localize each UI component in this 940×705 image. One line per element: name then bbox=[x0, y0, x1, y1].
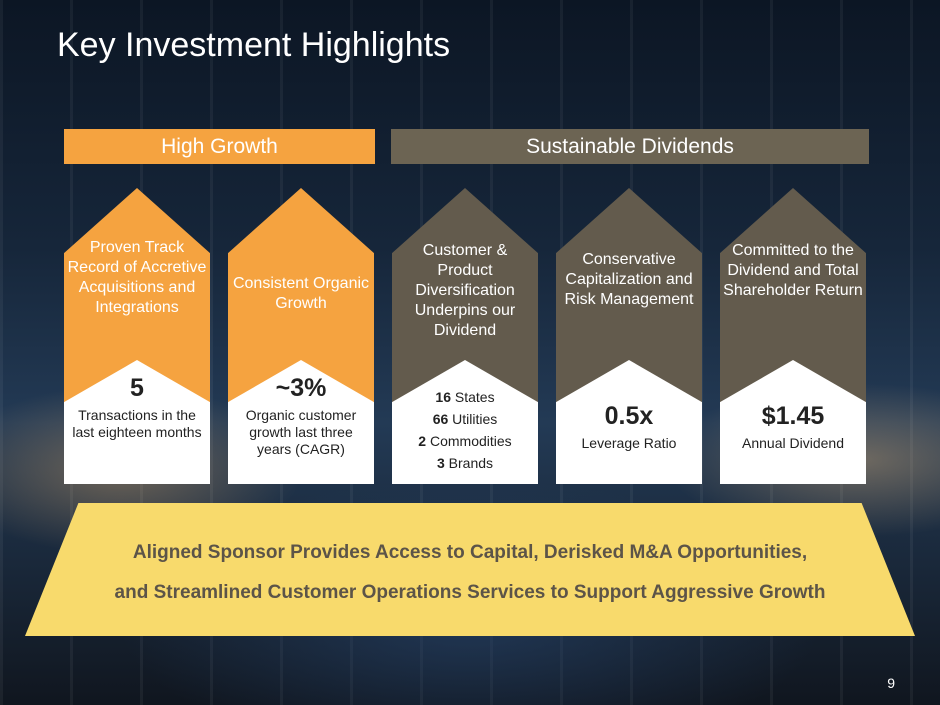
page-number: 9 bbox=[887, 675, 895, 691]
column-stat: 5 bbox=[130, 374, 144, 402]
stat-line-states: 16 States bbox=[435, 389, 495, 405]
column-headline: Customer & Product Diversification Under… bbox=[414, 242, 516, 339]
stat-line-commodities: 2 Commodities bbox=[418, 433, 512, 449]
stat-line-utilities: 66 Utilities bbox=[432, 411, 498, 427]
highlight-column-acquisitions: Proven Track Record of Accretive Acquisi… bbox=[64, 188, 210, 484]
column-stat: 0.5x bbox=[604, 402, 654, 430]
column-stat: ~3% bbox=[275, 374, 327, 402]
sustainable-dividends-banner: Sustainable Dividends bbox=[391, 129, 869, 164]
slide-title: Key Investment Highlights bbox=[57, 26, 451, 64]
sponsor-callout-line1: Aligned Sponsor Provides Access to Capit… bbox=[132, 542, 808, 563]
column-headline: Consistent Organic Growth bbox=[232, 275, 370, 312]
sponsor-callout-line2: and Streamlined Customer Operations Serv… bbox=[114, 582, 826, 603]
highlight-column-diversification: Customer & Product Diversification Under… bbox=[392, 188, 538, 484]
high-growth-banner: High Growth bbox=[64, 129, 375, 164]
sponsor-callout-box bbox=[25, 503, 915, 636]
highlight-column-dividend: Committed to the Dividend and Total Shar… bbox=[720, 188, 866, 484]
column-headline: Proven Track Record of Accretive Acquisi… bbox=[67, 239, 207, 316]
diversification-stats: 16 States 66 Utilities 2 Commodities 3 B… bbox=[392, 386, 538, 474]
stat-line-brands: 3 Brands bbox=[436, 455, 494, 471]
column-stat-label: Annual Dividend bbox=[742, 435, 844, 451]
column-stat: $1.45 bbox=[761, 402, 825, 430]
column-stat-label: Transactions in the last eighteen months bbox=[72, 407, 202, 440]
column-headline: Committed to the Dividend and Total Shar… bbox=[723, 242, 863, 299]
highlight-column-organic-growth: Consistent Organic Growth ~3% Organic cu… bbox=[228, 188, 374, 484]
column-headline: Conservative Capitalization and Risk Man… bbox=[564, 251, 694, 308]
column-stat-label: Leverage Ratio bbox=[581, 435, 677, 451]
column-stat-label: Organic customer growth last three years… bbox=[245, 407, 357, 457]
highlight-column-capitalization: Conservative Capitalization and Risk Man… bbox=[556, 188, 702, 484]
